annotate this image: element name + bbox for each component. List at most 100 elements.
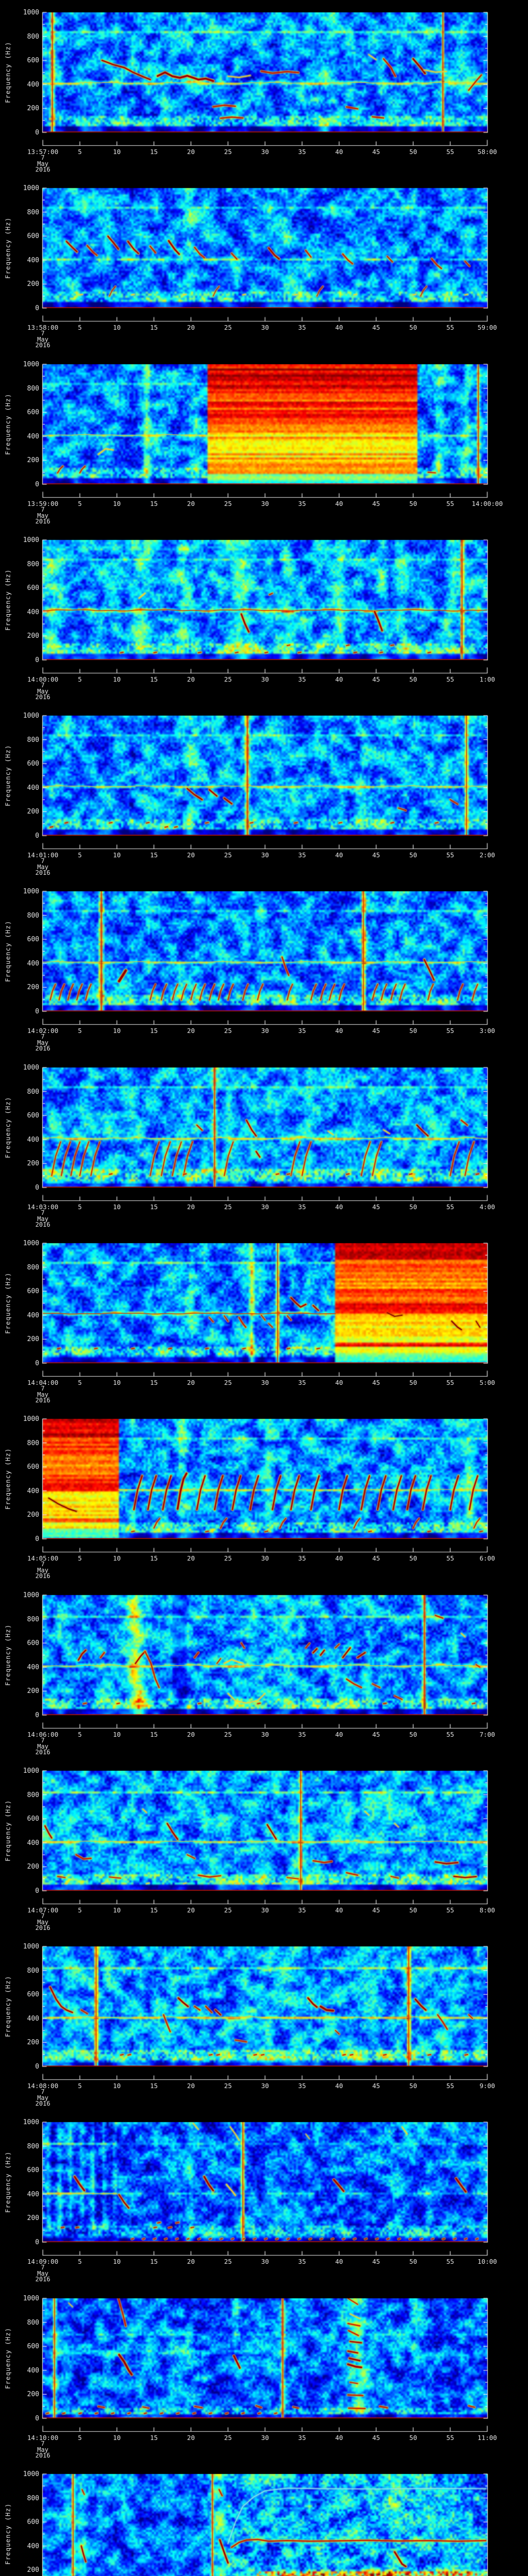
date-line: May — [37, 1215, 48, 1223]
spectrogram-panel: Frequency (Hz) 0 200 400 600 800 1000 13:59:0… — [0, 352, 528, 528]
date-line: 7 — [41, 154, 45, 161]
y-axis-title: Frequency (Hz) — [4, 1096, 12, 1159]
date-line: May — [37, 512, 48, 519]
date-line: 7 — [41, 857, 45, 865]
date-line: May — [37, 687, 48, 695]
date-line: 7 — [41, 1912, 45, 1920]
date-line: 2016 — [35, 1397, 51, 1404]
date-line: May — [37, 1918, 48, 1926]
date-line: 2016 — [35, 1045, 51, 1052]
spectrogram-panel: Frequency (Hz) 0 200 400 600 800 1000 14:07:0… — [0, 1758, 528, 1934]
date-line: 2016 — [35, 2452, 51, 2459]
y-axis-title: Frequency (Hz) — [4, 41, 12, 104]
spectrogram-canvas — [0, 1758, 528, 1934]
date-label: 7 May 2016 — [0, 1561, 86, 1580]
date-line: May — [37, 863, 48, 871]
date-line: 2016 — [35, 166, 51, 173]
y-axis-title: Frequency (Hz) — [4, 1975, 12, 2038]
date-line: 2016 — [35, 2100, 51, 2107]
date-label: 7 May 2016 — [0, 1913, 86, 1931]
date-line: 7 — [41, 1385, 45, 1392]
date-line: May — [37, 1391, 48, 1398]
date-line: 7 — [41, 1209, 45, 1216]
spectrogram-panel: Frequency (Hz) 0 200 400 600 800 1000 14:08:0… — [0, 1934, 528, 2110]
spectrogram-canvas — [0, 2462, 528, 2576]
date-line: May — [37, 2094, 48, 2102]
date-line: 2016 — [35, 1572, 51, 1580]
y-axis-title: Frequency (Hz) — [4, 2151, 12, 2213]
date-line: May — [37, 1566, 48, 1574]
date-label: 7 May 2016 — [0, 155, 86, 173]
date-label: 7 May 2016 — [0, 506, 86, 525]
date-line: May — [37, 1742, 48, 1750]
date-label: 7 May 2016 — [0, 1033, 86, 1052]
y-axis-title: Frequency (Hz) — [4, 1800, 12, 1862]
spectrogram-canvas — [0, 176, 528, 351]
date-line: 2016 — [35, 693, 51, 701]
y-axis-title: Frequency (Hz) — [4, 1448, 12, 1510]
y-axis-title: Frequency (Hz) — [4, 2503, 12, 2565]
spectrogram-canvas — [0, 2286, 528, 2462]
spectrogram-panel: Frequency (Hz) 0 200 400 600 800 1000 14:04:0… — [0, 1231, 528, 1406]
date-label: 7 May 2016 — [0, 1210, 86, 1228]
y-axis-title: Frequency (Hz) — [4, 1624, 12, 1686]
spectrogram-panel: Frequency (Hz) 0 200 400 600 800 1000 14:00:0… — [0, 528, 528, 703]
date-line: 7 — [41, 1561, 45, 1568]
y-axis-title: Frequency (Hz) — [4, 217, 12, 279]
spectrogram-canvas — [0, 2110, 528, 2285]
y-axis-title: Frequency (Hz) — [4, 2327, 12, 2389]
spectrogram-panel: Frequency (Hz) 0 200 400 600 800 1000 13:58:0… — [0, 176, 528, 351]
y-axis-title: Frequency (Hz) — [4, 744, 12, 807]
date-line: 7 — [41, 1033, 45, 1040]
spectrogram-panel: Frequency (Hz) 0 200 400 600 800 1000 14:03:0… — [0, 1055, 528, 1231]
date-line: May — [37, 160, 48, 167]
y-axis-title: Frequency (Hz) — [4, 393, 12, 455]
y-axis-title: Frequency (Hz) — [4, 569, 12, 631]
spectrogram-canvas — [0, 0, 528, 176]
date-line: May — [37, 2446, 48, 2453]
date-label: 7 May 2016 — [0, 330, 86, 349]
date-line: 2016 — [35, 1924, 51, 1931]
spectrogram-canvas — [0, 879, 528, 1055]
date-label: 7 May 2016 — [0, 2089, 86, 2107]
date-line: 7 — [41, 2440, 45, 2447]
spectrogram-panel: Frequency (Hz) 0 200 400 600 800 1000 13:57:0… — [0, 0, 528, 176]
date-label: 7 May 2016 — [0, 2441, 86, 2459]
spectrogram-canvas — [0, 528, 528, 703]
spectrogram-canvas — [0, 1406, 528, 1582]
spectrogram-panel: Frequency (Hz) 0 200 400 600 800 1000 14:06:0… — [0, 1583, 528, 1758]
date-label: 7 May 2016 — [0, 858, 86, 876]
date-label: 7 May 2016 — [0, 2264, 86, 2283]
date-label: 7 May 2016 — [0, 682, 86, 701]
spectrogram-canvas — [0, 1934, 528, 2110]
spectrogram-canvas — [0, 1231, 528, 1406]
spectrogram-canvas — [0, 703, 528, 879]
y-axis-title: Frequency (Hz) — [4, 1272, 12, 1334]
date-line: May — [37, 2269, 48, 2277]
date-line: May — [37, 335, 48, 343]
date-label: 7 May 2016 — [0, 1385, 86, 1404]
spectrogram-panel: Frequency (Hz) 0 200 400 600 800 1000 14:09:0… — [0, 2110, 528, 2285]
date-line: 7 — [41, 1737, 45, 1744]
spectrogram-canvas — [0, 1055, 528, 1231]
spectrogram-panel: Frequency (Hz) 0 200 400 600 800 1000 14:05:0… — [0, 1406, 528, 1582]
date-label: 7 May 2016 — [0, 1737, 86, 1756]
date-line: 2016 — [35, 869, 51, 876]
date-line: 7 — [41, 682, 45, 689]
spectrogram-panel: Frequency (Hz) 0 200 400 600 800 1000 14:10:0… — [0, 2286, 528, 2462]
date-line: 7 — [41, 2264, 45, 2271]
y-axis-title: Frequency (Hz) — [4, 920, 12, 982]
date-line: 2016 — [35, 518, 51, 525]
spectrogram-canvas — [0, 1583, 528, 1758]
date-line: 2016 — [35, 1749, 51, 1756]
date-line: May — [37, 1039, 48, 1046]
date-line: 2016 — [35, 2276, 51, 2283]
date-line: 7 — [41, 506, 45, 513]
date-line: 2016 — [35, 1221, 51, 1228]
date-line: 7 — [41, 330, 45, 337]
spectrogram-canvas — [0, 352, 528, 528]
spectrogram-panel: Frequency (Hz) 0 200 400 600 800 1000 14:02:0… — [0, 879, 528, 1055]
date-line: 2016 — [35, 342, 51, 349]
